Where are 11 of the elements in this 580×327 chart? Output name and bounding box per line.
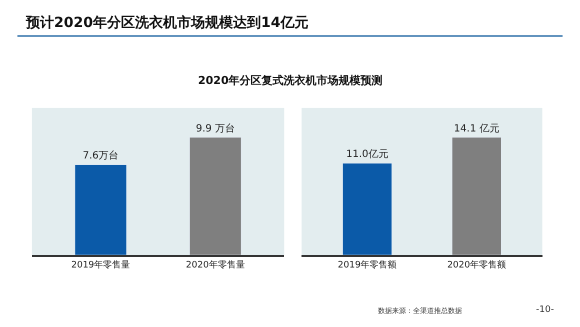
text: -10- [536,305,554,315]
x-tick-label: 2020年零售额 [447,260,506,271]
data-label: 9.9 万台 [196,122,235,134]
data-label: 11.0亿元 [346,149,388,160]
x-tick-label: 2020年零售量 [186,260,245,271]
x-tick-label: 2019年零售量 [71,260,130,271]
chart-title: 预计2020年分区洗衣机市场规模达到14亿元 [25,14,308,31]
x-tick-label: 2019年零售额 [338,260,397,271]
data-label: 14.1 亿元 [454,123,500,134]
chart-subtitle: 2020年分区复式洗衣机市场规模预测 [198,74,383,87]
data-label: 7.6万台 [82,150,119,162]
